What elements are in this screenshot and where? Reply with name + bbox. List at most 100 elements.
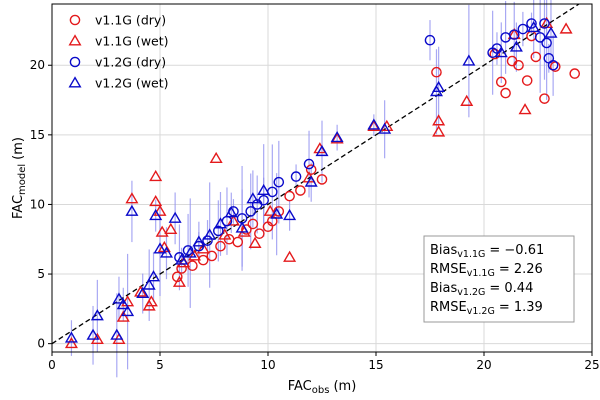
data-point — [270, 207, 284, 219]
y-axis-label: FACmodel(m) — [11, 137, 28, 219]
data-point — [304, 175, 318, 187]
data-point — [273, 206, 285, 217]
legend-marker — [69, 56, 81, 68]
data-point — [283, 208, 297, 221]
y-tick-label: 0 — [37, 337, 45, 351]
data-point — [549, 61, 561, 72]
data-point — [215, 240, 226, 252]
data-point — [134, 285, 148, 297]
data-point — [305, 164, 317, 175]
data-point — [559, 22, 573, 34]
data-point — [203, 228, 217, 240]
data-point — [521, 75, 533, 86]
data-point — [226, 214, 240, 226]
plot-frame — [51, 3, 593, 353]
data-point — [507, 27, 521, 40]
axis-ticks: 0 5 10 15 20 25 0 5 10 15 20 — [30, 58, 600, 372]
data-point — [153, 242, 167, 254]
data-point — [155, 225, 169, 237]
data-point — [254, 228, 265, 239]
data-point — [182, 245, 194, 256]
legend-entry: v1.2G (dry) — [69, 55, 166, 70]
data-point — [224, 206, 238, 218]
data-point — [112, 292, 126, 304]
data-point — [206, 250, 218, 262]
data-point — [202, 235, 213, 246]
data-point — [489, 48, 501, 60]
x-tick-label: 20 — [476, 358, 491, 372]
data-point — [149, 208, 163, 221]
data-point — [432, 80, 446, 93]
data-point — [86, 328, 100, 340]
legend-entry: v1.1G (dry) — [69, 13, 166, 28]
data-point — [188, 249, 202, 261]
data-point — [232, 236, 244, 248]
data-point — [213, 225, 224, 237]
legend-entry: v1.2G (wet) — [68, 76, 169, 91]
legend: v1.1G (dry) v1.1G (wet) v1.2G (dry) v1.2G (… — [68, 13, 169, 91]
data-point — [284, 190, 295, 202]
data-point — [144, 295, 158, 307]
stat-bias-v12g: Biasv1.2G = 0.44 — [430, 281, 533, 298]
data-point — [424, 34, 436, 46]
data-point — [248, 236, 262, 248]
legend-marker — [68, 76, 82, 88]
stat-rmse-v11g: RMSEv1.1G = 2.26 — [430, 262, 543, 279]
data-point — [125, 204, 139, 216]
x-tick-label: 15 — [368, 358, 383, 372]
x-tick-label: 0 — [48, 358, 56, 372]
data-point — [273, 176, 285, 188]
legend-entry: v1.1G (wet) — [68, 34, 169, 49]
y-tick-label: 15 — [30, 128, 45, 142]
data-point — [183, 246, 197, 258]
x-tick-label: 25 — [584, 358, 599, 372]
data-point — [241, 224, 252, 235]
y-tick-label: 5 — [37, 267, 45, 281]
data-point — [175, 253, 189, 265]
data-point — [526, 18, 537, 29]
data-point — [315, 144, 329, 157]
data-point — [149, 169, 163, 182]
stat-bias-v11g: Biasv1.1G = −0.61 — [430, 243, 544, 260]
data-point — [378, 122, 392, 134]
data-point — [116, 297, 130, 310]
data-point — [153, 204, 167, 216]
data-point — [159, 246, 173, 258]
data-point — [247, 218, 259, 230]
data-point — [168, 211, 182, 223]
data-point — [110, 328, 124, 340]
legend-label: v1.1G (wet) — [95, 34, 169, 49]
data-point — [258, 194, 269, 206]
data-point — [509, 40, 523, 52]
data-point — [530, 51, 542, 63]
data-point — [125, 192, 139, 204]
data-point — [295, 185, 306, 196]
stat-rmse-v12g: RMSEv1.2G = 1.39 — [430, 300, 543, 317]
data-point — [460, 94, 474, 106]
data-point — [330, 130, 344, 143]
data-point — [192, 235, 206, 247]
data-point — [209, 151, 223, 164]
data-points — [64, 16, 581, 349]
data-point — [462, 54, 476, 66]
data-point — [116, 310, 130, 322]
data-point — [235, 221, 249, 233]
data-point — [290, 171, 302, 182]
data-point — [544, 26, 558, 38]
data-point — [513, 59, 524, 71]
data-point — [367, 118, 381, 130]
data-point — [246, 192, 260, 204]
data-point — [569, 68, 581, 79]
x-tick-label: 10 — [260, 358, 275, 372]
data-point — [142, 278, 156, 290]
data-point — [64, 331, 78, 343]
data-point — [547, 59, 559, 71]
data-point — [196, 242, 210, 254]
x-axis-label: FACobs (m) — [288, 379, 357, 396]
data-point — [432, 125, 446, 137]
data-point — [432, 114, 446, 126]
statistics-box: Biasv1.1G = −0.61 RMSEv1.1G = 2.26 Biasv1.… — [423, 235, 575, 323]
data-point — [147, 270, 161, 282]
data-point — [495, 76, 507, 88]
